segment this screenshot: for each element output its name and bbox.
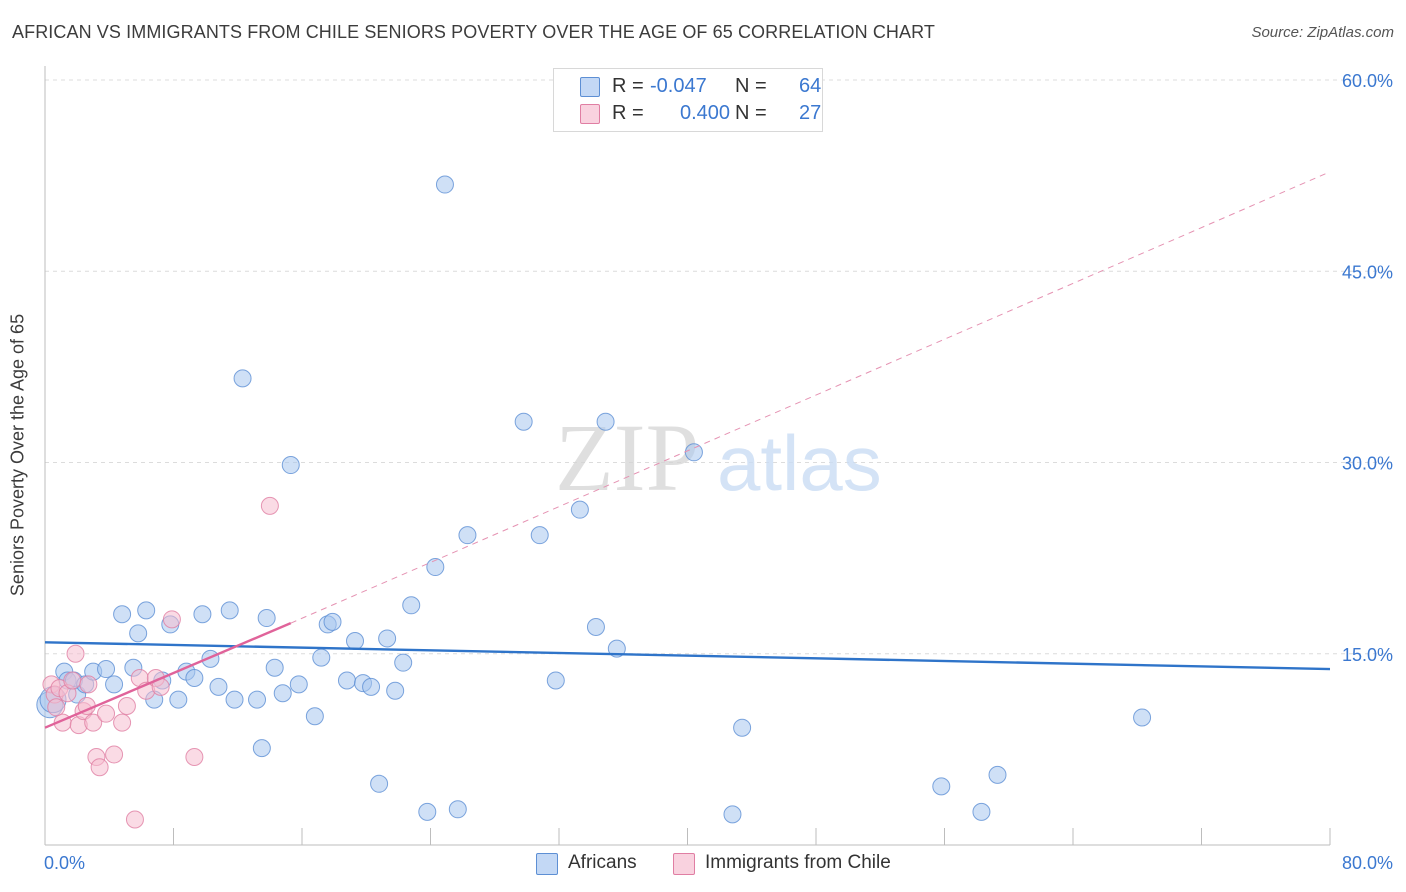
chile-point [79,675,98,694]
legend-r-value-africans: -0.047 [650,75,707,97]
chart-source: Source: ZipAtlas.com [1251,24,1394,41]
africans-point [252,739,271,758]
trend-line-africans [44,641,1331,671]
africans-point [337,671,356,690]
africans-point [265,658,284,677]
africans-point [257,609,276,628]
series-legend-swatch-chile [673,853,695,875]
africans-point [248,690,267,709]
africans-point [346,632,365,650]
africans-point [312,648,331,667]
series-chile-points [42,496,279,829]
africans-point [209,677,228,696]
africans-point [105,675,124,694]
chile-point [63,671,82,690]
africans-point [733,718,752,737]
y-tick-label: 30.0% [1342,454,1393,474]
gridlines [45,79,1392,655]
africans-point [273,684,292,703]
africans-point [305,707,324,726]
africans-point [723,805,742,824]
africans-point [323,612,342,631]
africans-point [988,765,1007,784]
africans-point [281,456,300,475]
y-tick-label: 60.0% [1342,71,1393,91]
watermark: ZIP atlas [555,404,882,511]
africans-point [137,601,156,620]
africans-point [113,605,132,624]
africans-point [362,677,381,696]
africans-point [932,777,951,796]
africans-point [586,617,605,636]
watermark-atlas: atlas [717,419,882,507]
chile-point [47,698,66,717]
chile-point [105,745,124,764]
chile-point [97,704,116,723]
chile-point [90,758,109,777]
series-legend-swatch-africans [536,853,558,875]
series-legend-label-africans: Africans [568,852,637,873]
trend-line-chile-extended [290,171,1331,624]
chile-point [66,644,85,663]
legend-r-value-chile: 0.400 [680,102,731,124]
africans-point [972,802,991,821]
legend-n-value-chile: 27 [799,102,822,124]
africans-point [458,526,477,545]
africans-point [684,443,703,462]
series-legend-label-chile: Immigrants from Chile [705,852,891,873]
legend-swatch-africans [580,77,600,97]
x-tick-label: 0.0% [44,853,85,873]
x-tick-label: 80.0% [1342,853,1393,873]
legend-n-value-africans: 64 [799,75,822,97]
africans-point [402,596,421,615]
legend-n-label: N = [735,75,767,97]
africans-point [225,690,244,709]
africans-point [185,668,204,687]
africans-point [193,605,212,624]
legend-swatch-chile [580,104,600,124]
africans-point [546,671,565,690]
africans-point [378,629,397,648]
africans-point [129,624,148,643]
africans-point [435,175,454,194]
chile-point [84,713,103,732]
chile-point [117,697,136,716]
chile-point [125,810,144,829]
y-tick-label: 45.0% [1342,262,1393,282]
africans-point [386,681,405,700]
africans-point [394,653,413,672]
chile-point [260,496,279,515]
africans-point [289,675,308,694]
africans-point [426,558,445,577]
africans-point [596,412,615,431]
africans-point [97,660,116,679]
africans-point [220,601,239,620]
africans-point [233,369,252,388]
chart-title: AFRICAN VS IMMIGRANTS FROM CHILE SENIORS… [12,22,935,42]
legend-n-label: N = [735,102,767,124]
chile-point [162,610,181,629]
legend-r-label: R = [612,102,644,124]
watermark-zip: ZIP [555,404,699,511]
africans-point [370,774,389,793]
africans-point [607,639,626,658]
trend-lines [44,171,1331,729]
africans-point [448,800,467,819]
correlation-legend: R = -0.047 N = 64 R = 0.400 N = 27 [553,68,823,132]
africans-point [514,412,533,431]
africans-point [169,690,188,709]
africans-point [570,500,589,519]
legend-r-label: R = [612,75,644,97]
africans-point [1133,708,1152,727]
tick-labels: 15.0% 30.0% 45.0% 60.0% 0.0% 80.0% [44,71,1393,873]
africans-point [418,802,437,821]
chile-point [185,748,204,767]
trend-line-chile [44,622,292,729]
africans-point [530,526,549,545]
y-tick-label: 15.0% [1342,645,1393,665]
chile-point [113,713,132,732]
